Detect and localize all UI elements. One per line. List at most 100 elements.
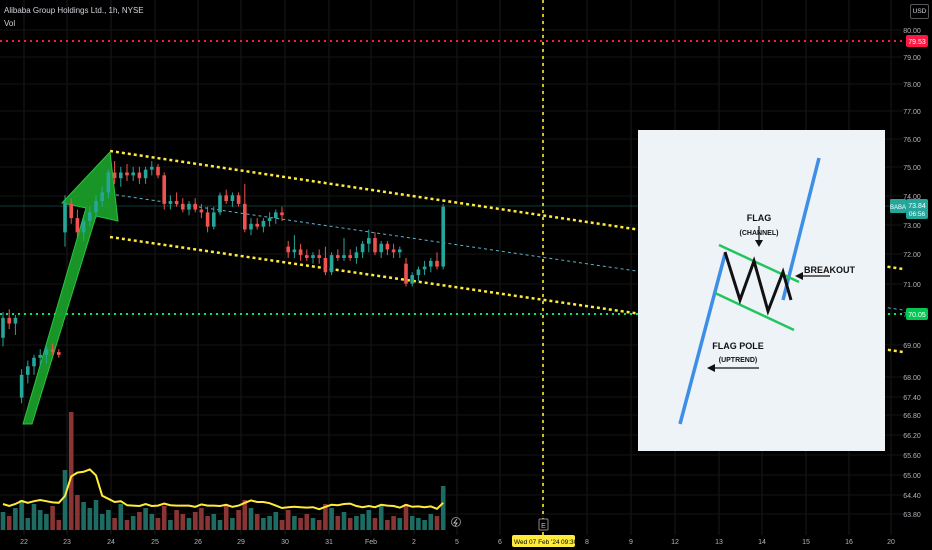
candle-body xyxy=(44,349,49,355)
price-tick-label: 74.00 xyxy=(903,194,921,201)
candle-body xyxy=(168,201,173,204)
candle-body xyxy=(212,212,216,227)
volume-bar xyxy=(422,520,427,530)
candle-body xyxy=(404,263,408,284)
candle-body xyxy=(385,243,390,250)
time-tick-label: 29 xyxy=(237,539,245,546)
candle-body xyxy=(174,201,179,204)
volume-bar xyxy=(106,510,111,530)
earnings-event-marker: E xyxy=(538,518,549,531)
chart-title: Alibaba Group Holdings Ltd., 1h, NYSE xyxy=(4,6,144,15)
volume-bar xyxy=(416,518,421,530)
volume-bar xyxy=(217,520,223,530)
volume-bar xyxy=(56,520,62,530)
candle-body xyxy=(100,192,104,201)
volume-bar xyxy=(354,516,359,530)
svg-text:73.84: 73.84 xyxy=(908,203,926,210)
candle-body xyxy=(379,243,383,253)
candle-body xyxy=(360,243,365,253)
candle-body xyxy=(267,218,272,221)
price-tick-label: 67.40 xyxy=(903,395,921,402)
time-tick-label: 15 xyxy=(802,539,810,546)
candle-body xyxy=(193,203,197,210)
volume-bar xyxy=(267,516,272,530)
candle-body xyxy=(292,249,297,253)
flag-pattern-inset: FLAG (CHANNEL) BREAKOUT FLAG POLE (UPTRE… xyxy=(638,130,885,451)
volume-bar xyxy=(273,512,279,530)
volume-bar xyxy=(6,516,12,530)
candle-body xyxy=(7,317,11,324)
volume-bar xyxy=(155,518,161,530)
volume-bar xyxy=(174,510,179,530)
volume-bar xyxy=(50,506,55,530)
volume-bar xyxy=(254,514,260,530)
volume-bar xyxy=(341,512,347,530)
volume-bar xyxy=(31,504,37,530)
volume-bar xyxy=(192,512,198,530)
currency-button[interactable]: USD xyxy=(910,4,929,19)
volume-bar xyxy=(366,510,372,530)
time-tick-label: 30 xyxy=(281,539,289,546)
volume-bar xyxy=(279,520,285,530)
candle-body xyxy=(125,172,129,176)
candle-body xyxy=(57,352,61,355)
volume-bar xyxy=(316,520,322,530)
svg-text:Wed 07 Feb '24: Wed 07 Feb '24 xyxy=(514,539,560,546)
volume-bar xyxy=(298,518,303,530)
candle-body xyxy=(323,258,328,273)
time-tick-label: 16 xyxy=(845,539,853,546)
volume-bar xyxy=(25,518,31,530)
candle-body xyxy=(311,255,315,258)
last-price-label: BABA 73.84 06:56 xyxy=(890,199,928,219)
candle-body xyxy=(69,203,73,219)
svg-text:06:56: 06:56 xyxy=(909,211,926,218)
candle-body xyxy=(391,249,396,253)
time-tick-label: 31 xyxy=(325,539,333,546)
time-tick-label: 25 xyxy=(151,539,159,546)
candle-body xyxy=(224,195,228,201)
candle-body xyxy=(367,238,371,244)
support-price-label: 70.05 xyxy=(906,308,928,320)
volume-bar xyxy=(99,514,105,530)
candle-body xyxy=(236,195,241,204)
volume-bar xyxy=(304,514,310,530)
candle-body xyxy=(94,201,98,213)
volume-bar xyxy=(112,518,117,530)
candle-body xyxy=(13,317,18,324)
pole-subtitle: (UPTREND) xyxy=(719,357,758,364)
candle-body xyxy=(187,203,191,210)
volume-bar xyxy=(186,518,192,530)
volume-bar xyxy=(75,495,80,530)
volume-bar xyxy=(428,514,434,530)
time-tick-label: 20 xyxy=(887,539,895,546)
volume-bar xyxy=(242,500,248,530)
resistance-price-label: 79.53 xyxy=(906,35,928,47)
price-tick-label: 66.20 xyxy=(903,433,921,440)
price-axis: 80.00 79.00 78.00 77.00 76.00 75.00 74.00 73.00… xyxy=(903,28,921,519)
dividend-marker-icon xyxy=(451,517,461,527)
candle-body xyxy=(348,255,352,258)
candle-body xyxy=(280,212,284,216)
candle-body xyxy=(181,203,185,210)
svg-text:BABA: BABA xyxy=(890,205,906,211)
candle-body xyxy=(63,203,67,233)
volume-bar xyxy=(118,504,124,530)
price-tick-label: 64.40 xyxy=(903,493,921,500)
svg-text:70.05: 70.05 xyxy=(908,312,926,319)
candle-body xyxy=(373,238,377,253)
volume-bar xyxy=(149,514,155,530)
volume-bar xyxy=(248,508,254,530)
flag-pointer-arrowhead xyxy=(755,240,763,247)
volume-bar xyxy=(68,412,74,530)
crosshair-date-label: Wed 07 Feb '24 09:30 xyxy=(512,535,578,547)
price-tick-label: 65.60 xyxy=(903,453,921,460)
time-tick-label: 2 xyxy=(412,539,416,546)
candle-body xyxy=(422,266,427,270)
price-tick-label: 66.80 xyxy=(903,413,921,420)
pole-title: FLAG POLE xyxy=(712,341,764,351)
volume-bar xyxy=(372,518,378,530)
flag-pole-line xyxy=(678,253,727,425)
volume-bar xyxy=(37,510,43,530)
svg-text:E: E xyxy=(541,523,546,530)
